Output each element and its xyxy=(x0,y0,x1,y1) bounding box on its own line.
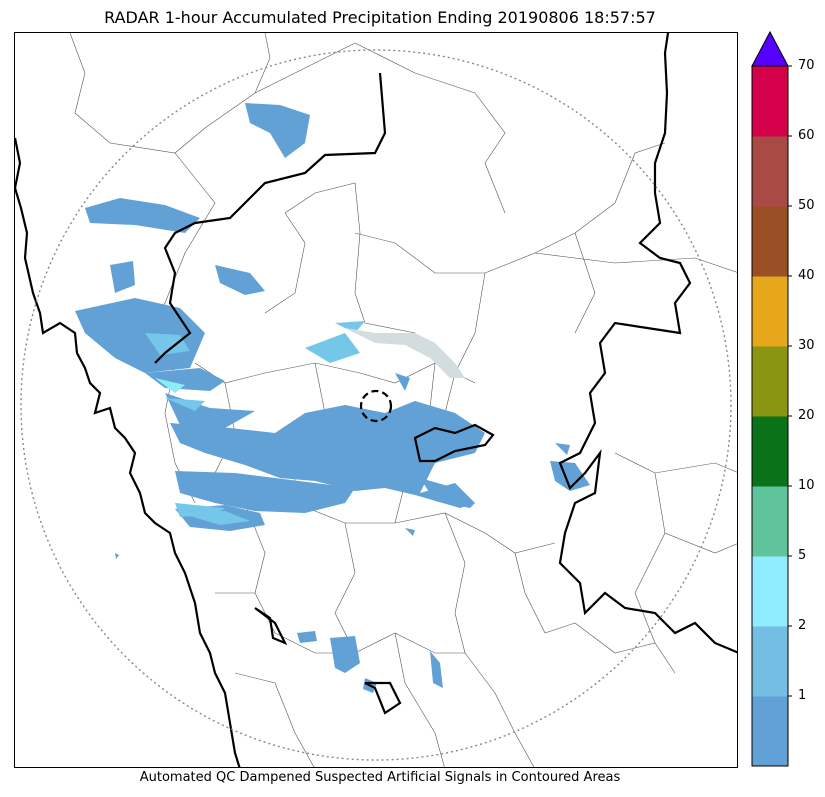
colorbar-tick-label: 10 xyxy=(798,478,815,493)
colorbar-tick-label: 60 xyxy=(798,128,815,143)
precipitation-echoes xyxy=(75,103,590,693)
colorbar-tick-label: 70 xyxy=(798,58,815,73)
colorbar-tick-label: 40 xyxy=(798,268,815,283)
colorbar-tick-label: 30 xyxy=(798,338,815,353)
colorbar-tick-label: 5 xyxy=(798,548,807,563)
chart-title: RADAR 1-hour Accumulated Precipitation E… xyxy=(104,8,656,27)
colorbar-tick-label: 50 xyxy=(798,198,815,213)
colorbar-segment xyxy=(752,416,788,487)
colorbar-extend-triangle xyxy=(751,30,789,67)
state-boundaries xyxy=(15,33,737,767)
map-canvas xyxy=(15,33,737,767)
colorbar-segment xyxy=(752,696,788,767)
colorbar-segment xyxy=(752,276,788,347)
radar-range-ring xyxy=(20,49,732,761)
qc-footnote: Automated QC Dampened Suspected Artifici… xyxy=(139,770,621,785)
radar-map[interactable] xyxy=(14,32,738,768)
colorbar-segment xyxy=(752,626,788,697)
colorbar-segment xyxy=(752,346,788,417)
colorbar-segment xyxy=(752,556,788,627)
colorbar xyxy=(751,30,792,768)
colorbar-tick-label: 1 xyxy=(798,688,807,703)
colorbar-segment xyxy=(752,486,788,557)
colorbar-segment xyxy=(752,206,788,277)
qc-contour-area xyxy=(359,389,393,423)
colorbar-segment xyxy=(752,66,788,137)
colorbar-tick-label: 20 xyxy=(798,408,815,423)
colorbar-segment xyxy=(752,136,788,207)
colorbar-tick-label: 2 xyxy=(798,618,807,633)
